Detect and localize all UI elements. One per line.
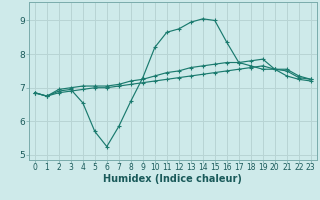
X-axis label: Humidex (Indice chaleur): Humidex (Indice chaleur) [103, 174, 242, 184]
